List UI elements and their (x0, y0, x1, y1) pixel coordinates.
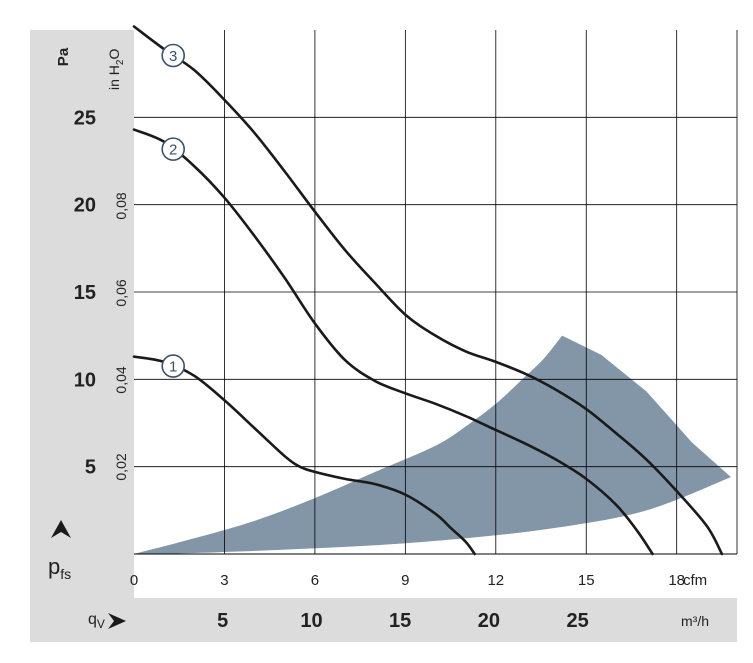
left-axis-panel (30, 30, 134, 604)
x-unit-m3h: m³/h (681, 613, 709, 629)
y-tick-inh2o: 0,06 (113, 279, 129, 306)
x-tick-cfm: 12 (487, 572, 504, 589)
x-tick-m3h: 20 (478, 610, 500, 632)
y-tick-inh2o: 0,04 (113, 366, 129, 393)
y-tick-pa: 5 (85, 457, 96, 479)
y-axis-pa-ticks: 5 10 15 20 25 (74, 107, 96, 478)
curve-badge-3 (161, 43, 185, 68)
operating-range-area (134, 335, 731, 554)
curve-badge-2 (161, 137, 185, 161)
curve-badges: 1 2 3 (161, 43, 185, 378)
curve-badge-label-1: 1 (169, 359, 177, 376)
curve-badge-label-2: 2 (169, 142, 177, 159)
curve-badge-1 (161, 354, 185, 378)
x-tick-cfm: 0 (130, 572, 138, 589)
x-tick-m3h: 5 (217, 610, 228, 632)
curve-3 (132, 25, 724, 556)
y-tick-pa: 15 (74, 282, 96, 304)
x-tick-m3h: 15 (389, 610, 411, 632)
y-axis-pa-label: Pa (55, 47, 72, 66)
y-arrow-icon-up (51, 520, 71, 538)
y-tick-pa: 20 (74, 195, 96, 217)
y-tick-pa: 10 (74, 369, 96, 391)
x-tick-cfm: 6 (311, 572, 319, 589)
x-symbol: qV (88, 611, 105, 631)
operating-range-area (134, 335, 731, 554)
grid (134, 30, 738, 555)
x-axis-m3h-ticks: 5 10 15 20 25 m³/h (217, 610, 709, 632)
x-tick-cfm: 3 (220, 572, 228, 589)
x-tick-m3h: 10 (300, 610, 322, 632)
x-unit-cfm: cfm (683, 572, 707, 589)
curve-badge-label-3: 3 (169, 48, 177, 65)
y-tick-inh2o: 0,08 (113, 192, 129, 219)
x-tick-cfm: 18 (668, 572, 685, 589)
x-arrow-icon (108, 613, 126, 629)
curve-2 (132, 128, 654, 556)
y-tick-inh2o: 0,02 (113, 453, 129, 480)
x-symbol-sub: V (97, 617, 105, 631)
y-symbol: pfs (48, 554, 71, 582)
y-axis-inh2o-label-sub: 2 (115, 59, 126, 65)
x-symbol-main: q (88, 611, 97, 628)
x-tick-cfm: 9 (401, 572, 409, 589)
y-axis-inh2o-ticks: 0,02 0,04 0,06 0,08 (113, 192, 129, 481)
y-axis-inh2o-label-main: in H (106, 65, 122, 90)
curve-1 (132, 355, 476, 556)
x-tick-m3h: 25 (567, 610, 589, 632)
curves (132, 25, 724, 556)
y-tick-pa: 25 (74, 107, 96, 129)
bottom-axis-panel (30, 598, 737, 642)
x-tick-cfm: 15 (578, 572, 595, 589)
y-axis-inh2o-label: in H2O (106, 49, 126, 90)
y-axis-inh2o-label-end: O (106, 49, 122, 60)
y-symbol-sub: fs (60, 566, 71, 582)
y-symbol-main: p (48, 554, 60, 579)
